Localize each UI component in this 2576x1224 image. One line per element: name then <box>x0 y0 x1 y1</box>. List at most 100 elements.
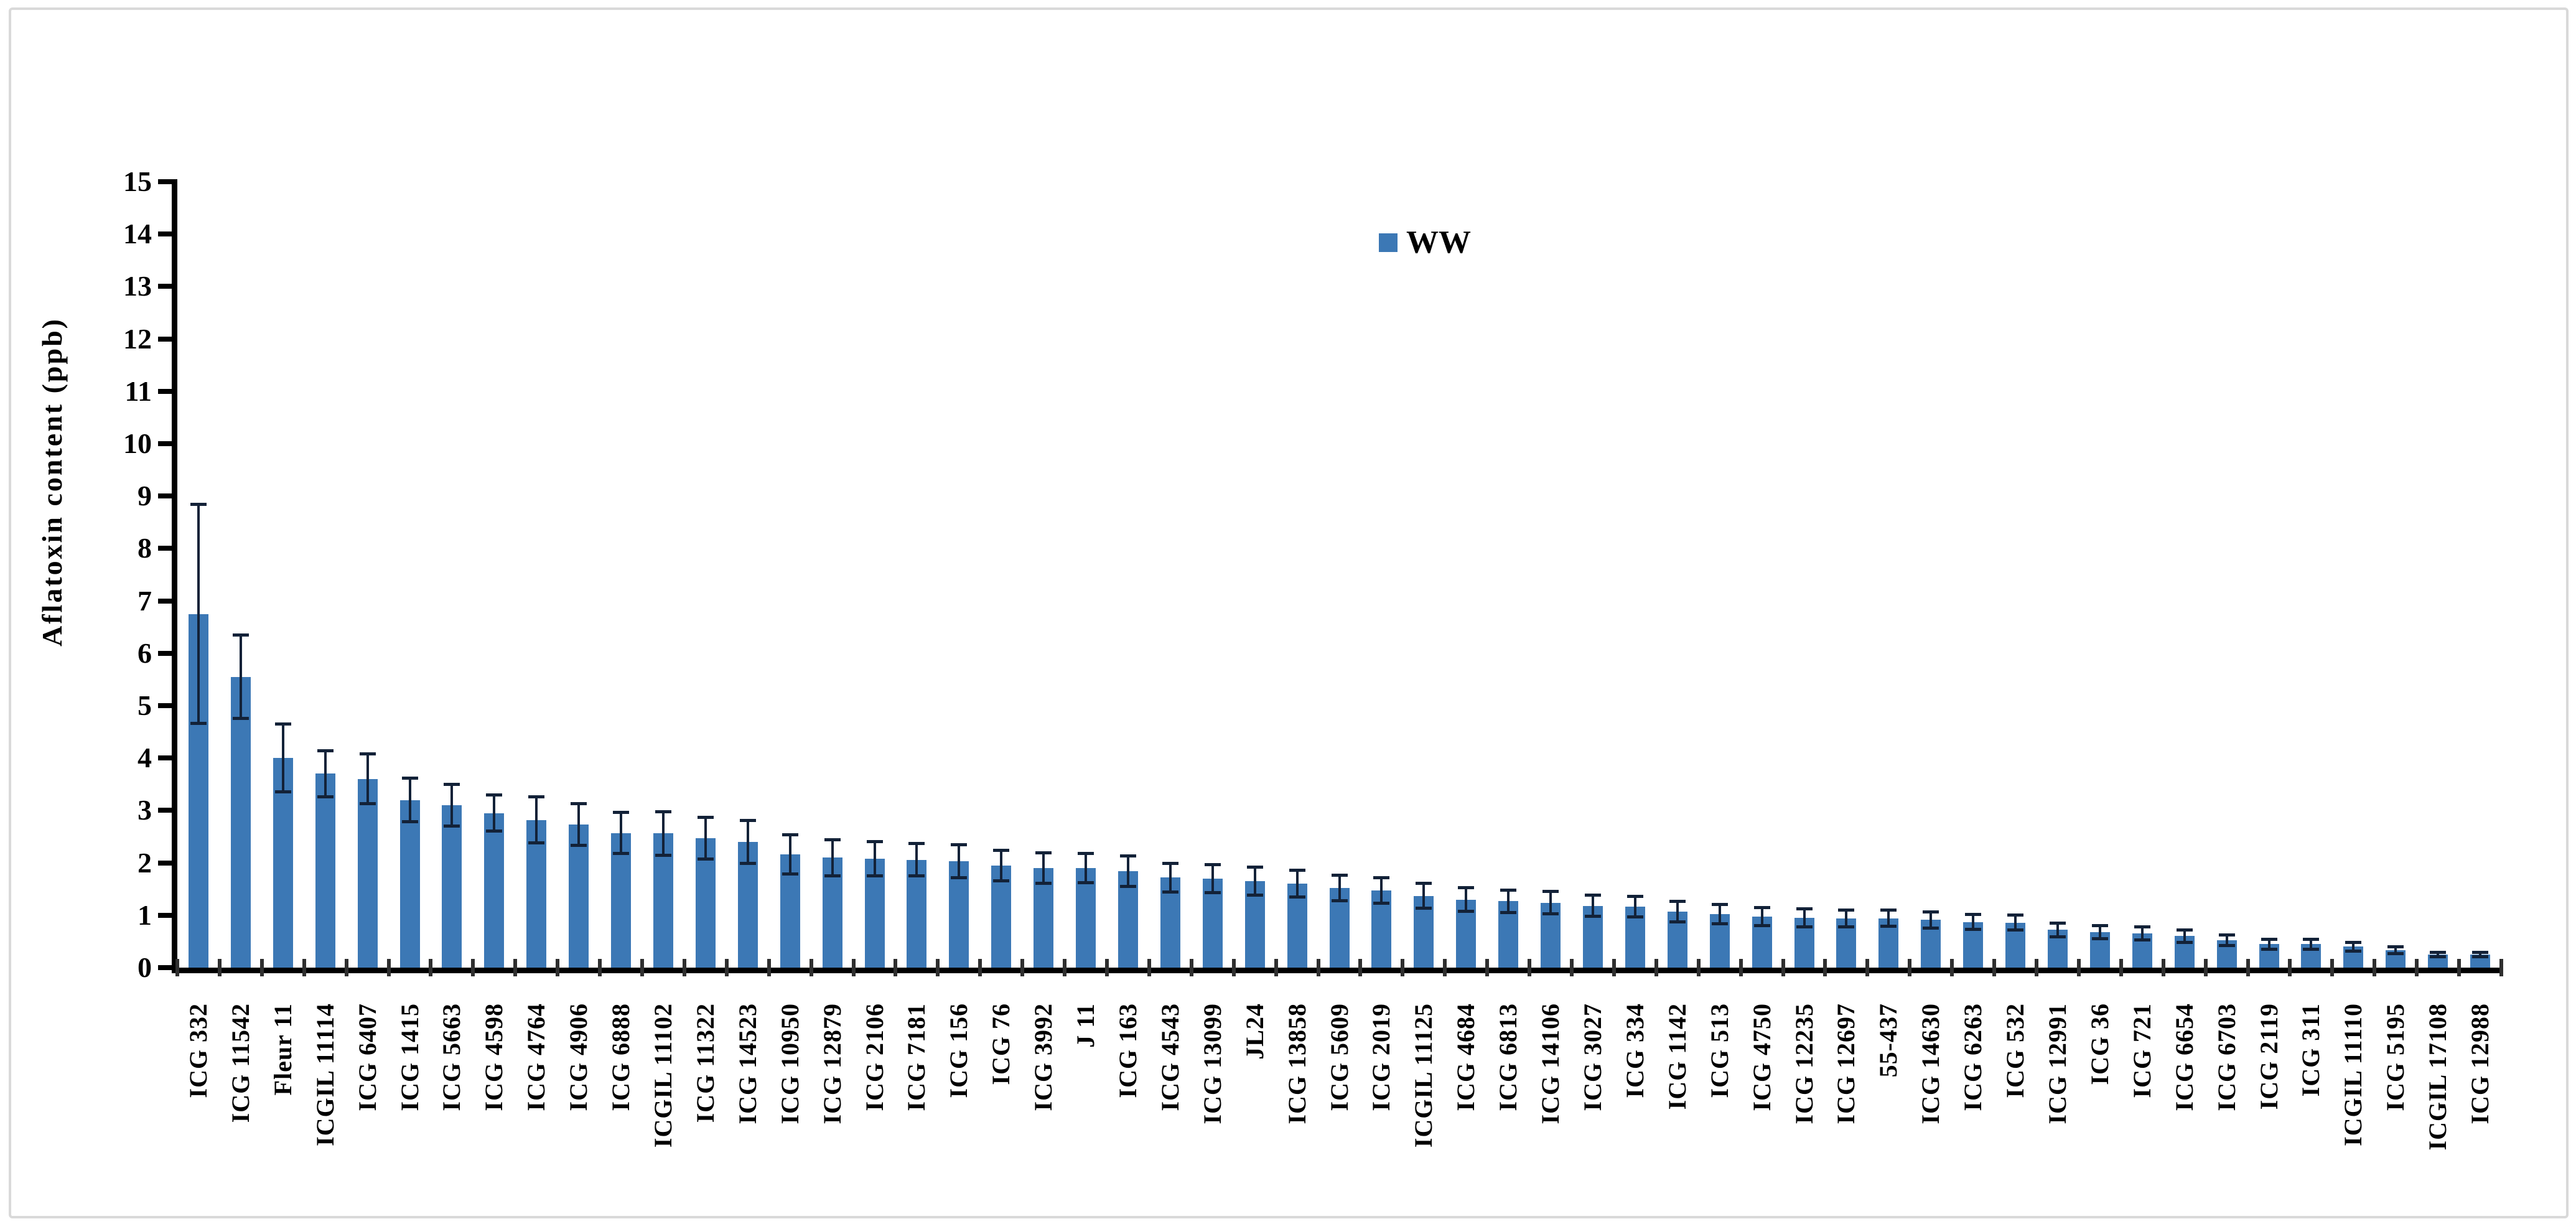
x-axis-category-label: ICG 1415 <box>395 1003 424 1111</box>
x-axis-category-label: ICG 4543 <box>1155 1003 1184 1111</box>
x-axis-category-label: ICG 4750 <box>1747 1003 1776 1111</box>
error-bar-line <box>1930 911 1933 928</box>
error-bar-cap-bottom <box>993 879 1010 883</box>
x-axis-tick <box>1020 959 1025 976</box>
x-axis-tick <box>386 959 391 976</box>
x-axis-tick <box>471 959 475 976</box>
x-axis-category-label: ICG 4906 <box>564 1003 593 1111</box>
x-axis-tick <box>809 959 813 976</box>
bar <box>991 865 1012 968</box>
error-bar-cap-bottom <box>2430 955 2447 959</box>
x-axis-category-label: ICG 12697 <box>1832 1003 1860 1124</box>
error-bar-line <box>873 841 876 876</box>
error-bar-cap-bottom <box>2007 928 2024 932</box>
x-axis-tick <box>767 959 771 976</box>
x-axis-tick <box>2457 959 2462 976</box>
error-bar-line <box>1845 909 1848 928</box>
x-axis-category-label: ICG 3992 <box>1029 1003 1058 1111</box>
figure-frame <box>9 7 2569 1218</box>
error-bar-line <box>620 811 623 854</box>
x-axis-category-label: ICG 13858 <box>1282 1003 1311 1124</box>
x-axis-category-label: ICGIL 11110 <box>2339 1003 2368 1146</box>
x-axis-category-label: ICG 10950 <box>775 1003 804 1124</box>
error-bar-cap-bottom <box>2134 938 2150 942</box>
x-axis-category-label: ICG 5663 <box>437 1003 466 1111</box>
error-bar-line <box>1295 870 1299 898</box>
error-bar-line <box>2098 925 2101 939</box>
x-axis-category-label: ICG 513 <box>1705 1003 1734 1098</box>
x-axis-category-label: ICG 334 <box>1620 1003 1649 1098</box>
error-bar-cap-bottom <box>1500 910 1517 914</box>
error-bar-cap-top <box>951 843 968 847</box>
error-bar-line <box>2140 927 2144 941</box>
x-axis-category-label: ICG 11542 <box>226 1003 254 1123</box>
x-axis-tick <box>1358 959 1363 976</box>
error-bar-cap-bottom <box>1626 915 1643 919</box>
error-bar-cap-bottom <box>2261 947 2277 951</box>
y-axis-tick-label: 0 <box>138 951 152 983</box>
error-bar-line <box>661 811 665 856</box>
error-bar-cap-top <box>993 848 1010 852</box>
y-axis-tick-label: 3 <box>138 794 152 826</box>
x-axis-category-label: Fleur 11 <box>268 1003 297 1096</box>
x-axis-category-label: ICG 4598 <box>480 1003 508 1111</box>
error-bar-cap-bottom <box>2472 955 2489 959</box>
error-bar-cap-top <box>1626 895 1643 899</box>
x-axis-category-label: ICG 76 <box>987 1003 1015 1085</box>
x-axis-tick <box>1612 959 1616 976</box>
error-bar-cap-top <box>571 802 587 806</box>
error-bar-line <box>1676 901 1679 922</box>
error-bar-line <box>831 839 834 876</box>
error-bar-cap-bottom <box>1289 895 1305 899</box>
error-bar-cap-top <box>697 816 714 820</box>
error-bar-cap-top <box>2261 937 2277 941</box>
error-bar-line <box>1380 877 1383 904</box>
x-axis-category-label: ICGIL 11125 <box>1409 1003 1438 1148</box>
y-axis-tick <box>158 388 172 394</box>
x-axis-tick <box>344 959 348 976</box>
error-bar-cap-bottom <box>908 874 925 878</box>
error-bar-line <box>324 750 327 798</box>
x-axis-category-label: J 11 <box>1071 1003 1100 1048</box>
x-axis-category-label: JL24 <box>1240 1003 1269 1060</box>
x-axis-category-label: ICG 2119 <box>2254 1003 2283 1110</box>
error-bar-cap-bottom <box>1078 881 1094 885</box>
x-axis-tick <box>1443 959 1447 976</box>
error-bar-line <box>1549 891 1552 915</box>
error-bar-line <box>1085 853 1088 884</box>
error-bar-cap-top <box>2472 950 2489 954</box>
x-axis-category-label: ICG 6813 <box>1494 1003 1523 1111</box>
x-axis-category-label: ICG 6654 <box>2170 1003 2198 1111</box>
legend: WW <box>1379 227 1471 259</box>
x-axis-tick <box>724 959 729 976</box>
error-bar-cap-bottom <box>824 874 841 877</box>
x-axis-tick <box>2203 959 2208 976</box>
error-bar-cap-bottom <box>1416 906 1432 910</box>
x-axis-category-label: ICG 2106 <box>860 1003 889 1111</box>
x-axis-tick <box>302 959 306 976</box>
x-axis-category-label: ICG 14106 <box>1536 1003 1565 1124</box>
y-axis-tick <box>158 965 172 970</box>
error-bar-cap-top <box>2303 937 2320 941</box>
x-axis-tick <box>513 959 518 976</box>
x-axis-tick <box>1401 959 1405 976</box>
error-bar-cap-bottom <box>1711 922 1728 926</box>
error-bar-cap-bottom <box>951 876 968 880</box>
error-bar-cap-bottom <box>655 853 671 857</box>
error-bar-cap-top <box>1331 873 1348 877</box>
error-bar-line <box>1760 907 1763 927</box>
x-axis-tick <box>1063 959 1067 976</box>
error-bar-line <box>1000 849 1003 882</box>
error-bar-cap-bottom <box>444 824 460 828</box>
error-bar-cap-bottom <box>2049 935 2066 939</box>
x-axis-tick <box>640 959 644 976</box>
error-bar-cap-top <box>1246 866 1263 869</box>
x-axis-tick <box>259 959 264 976</box>
y-axis-tick-label: 4 <box>138 742 152 774</box>
x-axis-category-label: ICG 4684 <box>1452 1003 1480 1111</box>
bar <box>399 800 420 968</box>
error-bar-cap-top <box>1035 851 1052 854</box>
x-axis-tick <box>1147 959 1151 976</box>
error-bar-line <box>2437 951 2440 958</box>
y-axis-tick-label: 14 <box>123 218 152 250</box>
